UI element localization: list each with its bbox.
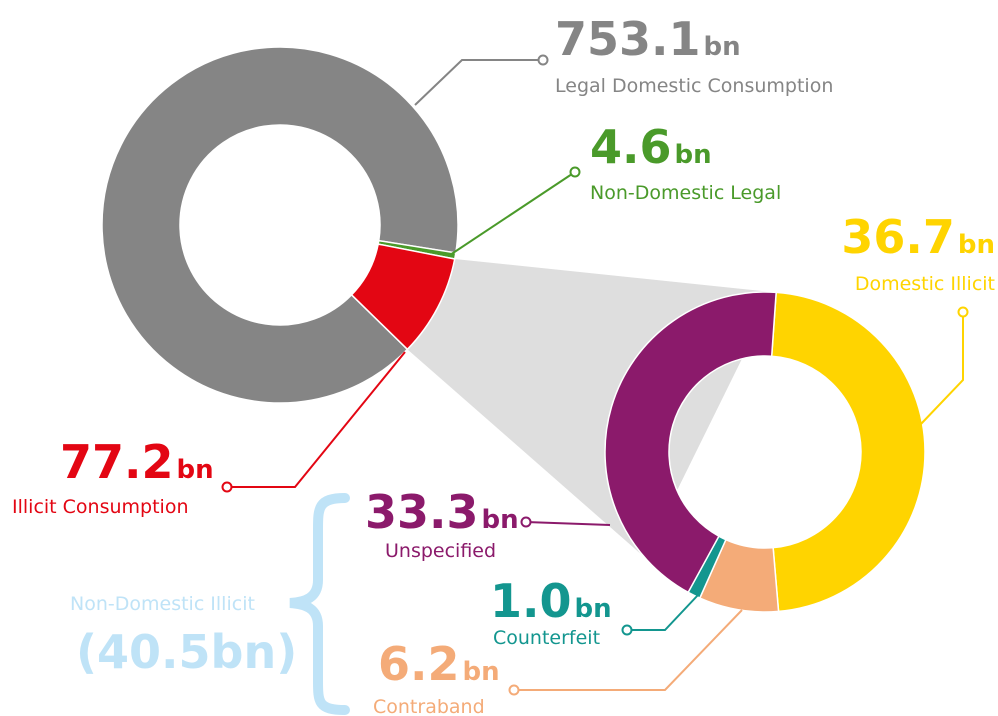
leader-line [525, 521, 611, 526]
value-number: 4.6 [590, 120, 672, 174]
category-label: Non-Domestic Legal [590, 182, 781, 204]
leader-line [627, 594, 699, 631]
value-number: 77.2 [60, 435, 174, 489]
value-label: 77.2 bn [60, 435, 214, 489]
donut-segment [770, 291, 926, 613]
leader-dot [957, 306, 969, 318]
leader-dot [537, 54, 549, 66]
donut-segment [604, 291, 777, 594]
value-unit: bn [177, 455, 214, 485]
value-number: 33.3 [365, 485, 479, 539]
donut-segment [101, 46, 459, 404]
category-label: Counterfeit [493, 627, 600, 649]
value-unit: bn [482, 505, 519, 535]
value-unit: bn [463, 657, 500, 687]
value-unit: bn [575, 594, 612, 624]
leader-dot [508, 684, 520, 696]
leader-line [449, 171, 576, 256]
value-label: 36.7 bn [841, 210, 995, 264]
value-label: 4.6 bn [590, 120, 712, 174]
leader-dot [221, 481, 233, 493]
leader-line [514, 609, 743, 691]
value-number: 36.7 [841, 210, 955, 264]
value-label: 753.1 bn [555, 12, 741, 66]
category-label: Contraband [373, 696, 485, 716]
leader-dot [569, 166, 581, 178]
donut-segment [350, 243, 456, 351]
leader-line [414, 59, 543, 106]
group-value: (40.5bn) [76, 625, 297, 679]
leader-line [919, 312, 964, 426]
value-unit: bn [704, 32, 741, 62]
category-label: Unspecified [385, 540, 496, 562]
value-unit: bn [675, 140, 712, 170]
value-label: 1.0 bn [490, 574, 612, 628]
leader-dot [621, 624, 633, 636]
value-number: 6.2 [378, 637, 460, 691]
category-label: Illicit Consumption [12, 496, 189, 518]
group-brace [289, 493, 350, 715]
value-label: 6.2 bn [378, 637, 500, 691]
category-label: Domestic Illicit [855, 273, 995, 295]
leader-dot [520, 516, 532, 528]
leader-line [227, 351, 406, 488]
value-unit: bn [958, 230, 995, 260]
category-label: Legal Domestic Consumption [555, 75, 833, 97]
value-number: 753.1 [555, 12, 701, 66]
value-label: 33.3 bn [365, 485, 519, 539]
value-number: 1.0 [490, 574, 572, 628]
group-label: Non-Domestic Illicit [70, 593, 255, 615]
